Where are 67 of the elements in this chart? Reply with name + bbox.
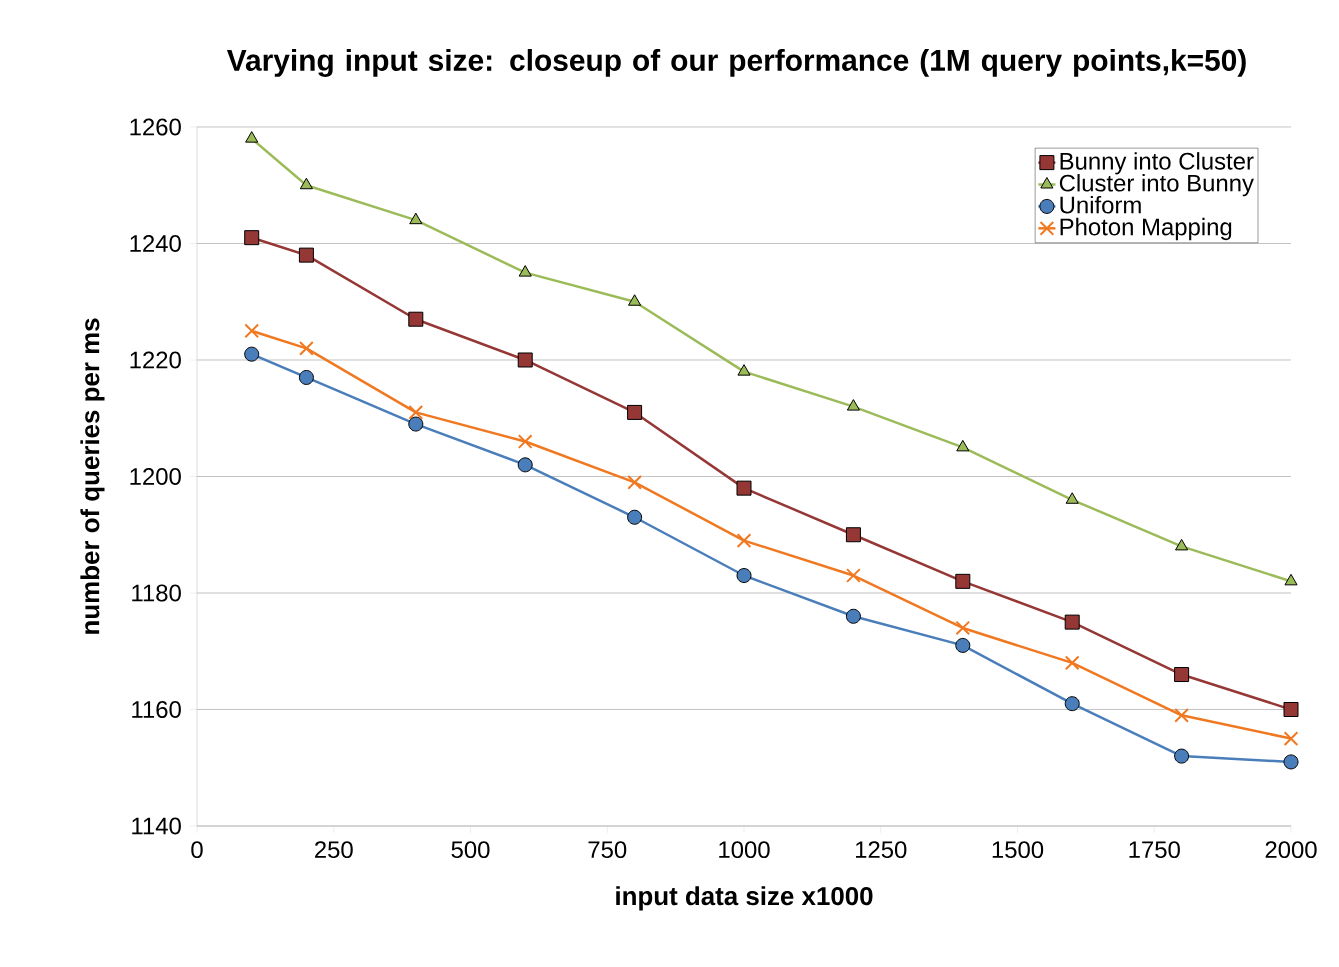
point	[244, 346, 260, 362]
point	[1174, 667, 1190, 683]
point	[517, 434, 533, 449]
x-tick-label: 2000	[1265, 841, 1317, 859]
point	[736, 480, 752, 496]
y-tick-label: 1220	[130, 351, 181, 369]
point	[736, 533, 752, 548]
point	[1283, 702, 1299, 717]
point	[517, 352, 533, 368]
point	[955, 573, 971, 589]
chart-title: Varying input size: closeup of our performance (1M query points,k=50)	[226, 49, 1246, 77]
point	[845, 527, 861, 543]
legend-label: Uniform	[1060, 195, 1141, 214]
x-tick-label: 500	[451, 841, 490, 859]
point	[1065, 492, 1079, 504]
point	[627, 509, 643, 525]
x-tick-label: 1250	[855, 841, 907, 859]
point	[955, 637, 971, 653]
y-tick-label: 1180	[132, 584, 181, 602]
point	[1283, 731, 1299, 746]
y-tick-label: 1200	[130, 468, 181, 485]
point	[244, 323, 260, 339]
point	[244, 230, 260, 246]
y-axis-title: number of queries per ms	[80, 318, 105, 634]
point	[1064, 655, 1080, 671]
point	[245, 131, 259, 143]
point	[518, 265, 532, 277]
x-tick-label: 1000	[719, 841, 770, 859]
point	[1175, 538, 1189, 551]
point	[1174, 707, 1189, 723]
legend-label: Photon Mapping	[1060, 217, 1232, 241]
point	[299, 177, 313, 190]
point	[1284, 573, 1298, 586]
x-tick-label: 1500	[992, 841, 1044, 859]
point	[627, 474, 642, 490]
point	[846, 568, 861, 583]
point	[956, 439, 970, 452]
point	[628, 294, 642, 306]
x-tick-label: 0	[191, 841, 203, 859]
y-tick-label: 1160	[132, 701, 181, 718]
point	[736, 568, 752, 584]
x-axis-title: input data size x1000	[616, 886, 873, 911]
point	[1283, 754, 1299, 770]
point	[1174, 748, 1190, 764]
point	[846, 399, 860, 411]
x-tick-label: 1750	[1129, 841, 1180, 859]
legend-label: Cluster into Bunny	[1059, 174, 1254, 197]
x-tick-label: 750	[588, 841, 627, 859]
point	[298, 247, 314, 263]
y-tick-label: 1260	[130, 118, 181, 136]
point	[408, 311, 424, 327]
point	[299, 340, 314, 356]
point	[517, 457, 533, 473]
x-tick-label: 250	[315, 841, 353, 859]
legend-label: Bunny into Cluster	[1060, 152, 1254, 175]
point	[298, 369, 314, 385]
point	[955, 620, 971, 636]
point	[1064, 696, 1080, 712]
point	[409, 212, 423, 225]
point	[845, 608, 861, 624]
point	[408, 416, 424, 432]
y-tick-label: 1140	[132, 817, 181, 835]
point	[737, 364, 751, 376]
point	[627, 404, 643, 420]
y-tick-label: 1240	[130, 235, 181, 252]
point	[408, 405, 424, 420]
point	[1064, 614, 1080, 630]
